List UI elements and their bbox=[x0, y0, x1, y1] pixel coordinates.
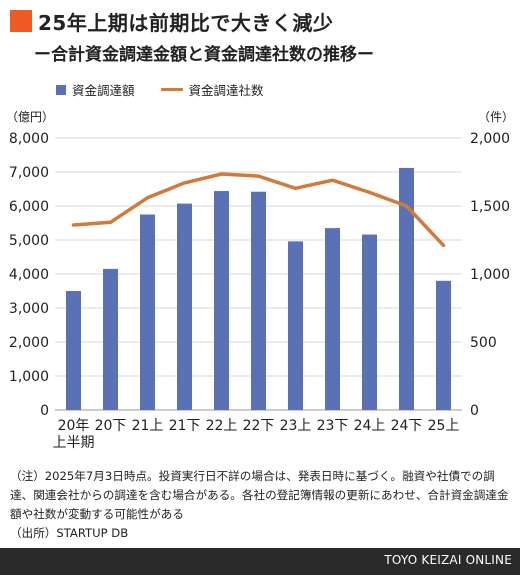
y-right-tick-label: 1,000 bbox=[470, 267, 510, 283]
bar bbox=[66, 291, 81, 410]
bar bbox=[436, 280, 451, 410]
bar bbox=[288, 241, 303, 410]
bar bbox=[251, 191, 266, 410]
y-left-tick-label: 4,000 bbox=[9, 267, 49, 283]
x-tick-label: 24下 bbox=[391, 418, 423, 434]
y-left-tick-label: 2,000 bbox=[9, 335, 49, 351]
title-accent-square bbox=[10, 10, 32, 32]
chart-note: （注）2025年7月3日時点。投資実行日不詳の場合は、発表日時に基づく。融資や社… bbox=[10, 467, 514, 543]
footer-brand: TOYO KEIZAI ONLINE bbox=[384, 553, 512, 567]
y-right-tick-label: 1,500 bbox=[470, 199, 510, 215]
note-text: （注）2025年7月3日時点。投資実行日不詳の場合は、発表日時に基づく。融資や社… bbox=[10, 469, 509, 521]
legend-item-amount: 資金調達額 bbox=[56, 80, 135, 99]
left-axis-unit: （億円） bbox=[6, 110, 55, 124]
x-tick-label: 24上 bbox=[354, 418, 386, 434]
bar bbox=[362, 234, 377, 410]
source-text: （出所）STARTUP DB bbox=[10, 526, 129, 540]
legend-line-swatch bbox=[160, 88, 183, 91]
x-tick-label: 20年上半期 bbox=[53, 418, 95, 451]
legend-label-count: 資金調達社数 bbox=[188, 83, 264, 98]
y-left-tick-label: 0 bbox=[40, 403, 49, 419]
y-left-tick-label: 5,000 bbox=[9, 233, 49, 249]
bar bbox=[177, 203, 192, 410]
y-right-tick-label: 500 bbox=[470, 335, 497, 351]
x-tick-label: 21下 bbox=[169, 418, 201, 434]
bar bbox=[103, 268, 118, 410]
legend-label-amount: 資金調達額 bbox=[72, 83, 135, 98]
legend-item-count: 資金調達社数 bbox=[160, 80, 264, 99]
x-tick-label: 22下 bbox=[243, 418, 275, 434]
bar bbox=[214, 191, 229, 410]
y-right-tick-label: 2,000 bbox=[470, 131, 510, 147]
bar bbox=[399, 167, 414, 410]
y-left-tick-label: 8,000 bbox=[9, 131, 49, 147]
title-row: 25年上期は前期比で大きく減少 bbox=[10, 6, 333, 36]
x-tick-label: 20下 bbox=[95, 418, 127, 434]
x-tick-label: 23下 bbox=[317, 418, 349, 434]
y-left-tick-label: 1,000 bbox=[9, 369, 49, 385]
right-axis-unit: （件） bbox=[478, 110, 515, 124]
y-right-tick-label: 0 bbox=[470, 403, 479, 419]
legend: 資金調達額 資金調達社数 bbox=[56, 80, 290, 99]
y-left-tick-label: 7,000 bbox=[9, 165, 49, 181]
chart-subtitle: ー合計資金調達金額と資金調達社数の推移ー bbox=[34, 45, 374, 65]
x-tick-label: 25上 bbox=[428, 418, 460, 434]
footer-bar: TOYO KEIZAI ONLINE bbox=[0, 548, 520, 575]
chart-title: 25年上期は前期比で大きく減少 bbox=[38, 10, 334, 35]
legend-bar-swatch bbox=[56, 84, 66, 95]
chart-plot: 0 1,000 2,000 3,000 4,000 5,000 6,000 7,000 8,00… bbox=[9, 131, 510, 451]
bar bbox=[140, 214, 155, 410]
x-tick-label: 21上 bbox=[132, 418, 164, 434]
x-tick-label: 22上 bbox=[206, 418, 238, 434]
y-left-tick-label: 3,000 bbox=[9, 301, 49, 317]
x-tick-label: 23上 bbox=[280, 418, 312, 434]
bar bbox=[325, 228, 340, 410]
y-left-tick-label: 6,000 bbox=[9, 199, 49, 215]
